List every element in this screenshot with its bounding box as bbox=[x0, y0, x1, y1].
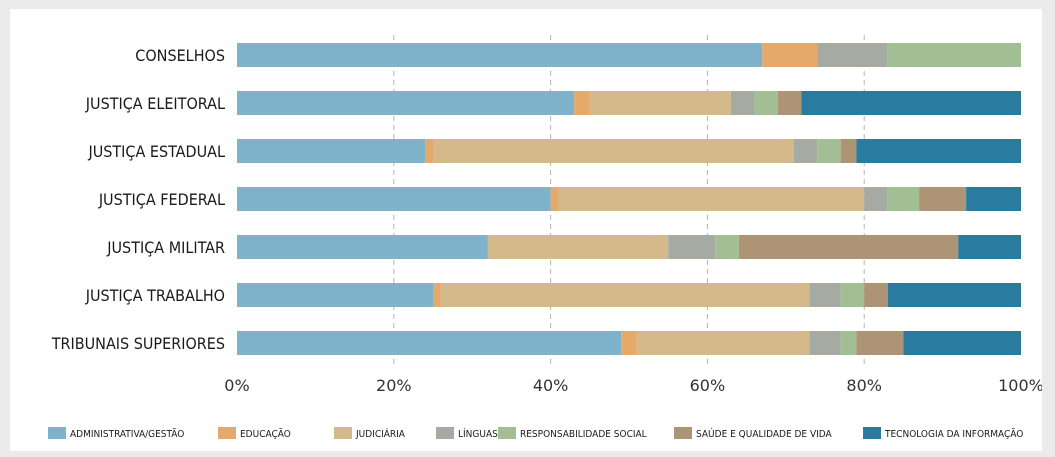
bar-segment bbox=[738, 235, 959, 259]
bar-segment bbox=[237, 187, 551, 211]
category-label: CONSELHOS bbox=[135, 46, 225, 65]
category-label: JUSTIÇA ELEITORAL bbox=[85, 94, 225, 113]
category-label: JUSTIÇA TRABALHO bbox=[85, 286, 225, 305]
legend-label: RESPONSABILIDADE SOCIAL bbox=[520, 429, 647, 440]
bar-segment bbox=[440, 283, 810, 307]
bar-segment bbox=[425, 139, 433, 163]
legend-swatch bbox=[436, 427, 454, 439]
legend-swatch bbox=[218, 427, 236, 439]
legend-swatch bbox=[334, 427, 352, 439]
legend: ADMINISTRATIVA/GESTÃO EDUCAÇÃO JUDICIÁRIA L… bbox=[48, 427, 1023, 440]
bar-segment bbox=[558, 187, 865, 211]
category-labels: CONSELHOS JUSTIÇA ELEITORAL JUSTIÇA ESTADU… bbox=[51, 46, 225, 353]
category-label: JUSTIÇA MILITAR bbox=[106, 238, 225, 257]
x-tick-label: 0% bbox=[224, 376, 249, 395]
x-tick-label: 20% bbox=[376, 376, 412, 395]
bar-row bbox=[237, 91, 1021, 115]
bar-segment bbox=[762, 43, 818, 67]
legend-item: JUDICIÁRIA bbox=[334, 427, 406, 440]
bar-segment bbox=[801, 91, 1021, 115]
bar-segment bbox=[817, 139, 841, 163]
legend-swatch bbox=[863, 427, 881, 439]
bar-segment bbox=[840, 331, 857, 355]
legend-label: LÍNGUAS bbox=[458, 427, 498, 440]
bar-row bbox=[237, 139, 1021, 163]
bar-segment bbox=[668, 235, 716, 259]
bar-segment bbox=[903, 331, 1021, 355]
bar-segment bbox=[730, 91, 755, 115]
bar-segment bbox=[715, 235, 739, 259]
bar-segment bbox=[887, 283, 1021, 307]
bar-segment bbox=[237, 139, 426, 163]
legend-item: LÍNGUAS bbox=[436, 427, 498, 440]
bar-row bbox=[237, 187, 1021, 211]
legend-label: ADMINISTRATIVA/GESTÃO bbox=[70, 427, 184, 440]
x-tick-label: 80% bbox=[846, 376, 882, 395]
legend-label: EDUCAÇÃO bbox=[240, 427, 291, 440]
bar-segment bbox=[840, 283, 865, 307]
bar-segment bbox=[809, 331, 841, 355]
bar-segment bbox=[237, 331, 622, 355]
legend-item: EDUCAÇÃO bbox=[218, 427, 291, 440]
bar-segment bbox=[574, 91, 590, 115]
bar-segment bbox=[754, 91, 778, 115]
bar-segment bbox=[550, 187, 559, 211]
bar-row bbox=[237, 43, 1021, 67]
bar-segment bbox=[840, 139, 857, 163]
bar-segment bbox=[887, 43, 1021, 67]
bar-segment bbox=[864, 187, 888, 211]
category-label: JUSTIÇA ESTADUAL bbox=[87, 142, 225, 161]
legend-swatch bbox=[48, 427, 66, 439]
bar-segment bbox=[809, 283, 841, 307]
bar-segment bbox=[777, 91, 802, 115]
bar-segment bbox=[237, 283, 433, 307]
legend-label: JUDICIÁRIA bbox=[355, 427, 406, 440]
bar-segment bbox=[887, 187, 920, 211]
bar-segment bbox=[817, 43, 888, 67]
bar-segment bbox=[237, 43, 763, 67]
legend-item: RESPONSABILIDADE SOCIAL bbox=[498, 427, 647, 440]
x-tick-label: 60% bbox=[690, 376, 726, 395]
legend-label: TECNOLOGIA DA INFORMAÇÃO bbox=[884, 427, 1023, 440]
category-label: TRIBUNAIS SUPERIORES bbox=[51, 334, 225, 353]
x-tick-label: 40% bbox=[533, 376, 569, 395]
legend-item: SAÚDE E QUALIDADE DE VIDA bbox=[674, 427, 833, 440]
stacked-bar-chart: CONSELHOS JUSTIÇA ELEITORAL JUSTIÇA ESTADU… bbox=[48, 35, 1042, 440]
legend-label: SAÚDE E QUALIDADE DE VIDA bbox=[696, 427, 833, 440]
bar-segment bbox=[966, 187, 1021, 211]
x-tick-label: 100% bbox=[998, 376, 1042, 395]
bar-row bbox=[237, 235, 1021, 259]
legend-item: ADMINISTRATIVA/GESTÃO bbox=[48, 427, 184, 440]
bar-row bbox=[237, 283, 1021, 307]
bar-segment bbox=[487, 235, 669, 259]
bar-segment bbox=[856, 139, 1021, 163]
bar-segment bbox=[237, 235, 488, 259]
bar-segment bbox=[958, 235, 1021, 259]
bar-segment bbox=[589, 91, 731, 115]
category-label: JUSTIÇA FEDERAL bbox=[98, 190, 225, 209]
bar-segment bbox=[864, 283, 888, 307]
bars-layer bbox=[237, 43, 1021, 355]
bar-segment bbox=[433, 283, 441, 307]
bar-segment bbox=[919, 187, 967, 211]
bar-row bbox=[237, 331, 1021, 355]
bar-segment bbox=[856, 331, 904, 355]
bar-segment bbox=[433, 139, 794, 163]
bar-segment bbox=[237, 91, 575, 115]
bar-segment bbox=[621, 331, 637, 355]
bar-segment bbox=[793, 139, 818, 163]
legend-swatch bbox=[498, 427, 516, 439]
x-axis-tick-labels: 0% 20% 40% 60% 80% 100% bbox=[224, 376, 1042, 395]
bar-segment bbox=[636, 331, 810, 355]
legend-swatch bbox=[674, 427, 692, 439]
chart-panel: CONSELHOS JUSTIÇA ELEITORAL JUSTIÇA ESTADU… bbox=[10, 9, 1042, 451]
legend-item: TECNOLOGIA DA INFORMAÇÃO bbox=[863, 427, 1023, 440]
